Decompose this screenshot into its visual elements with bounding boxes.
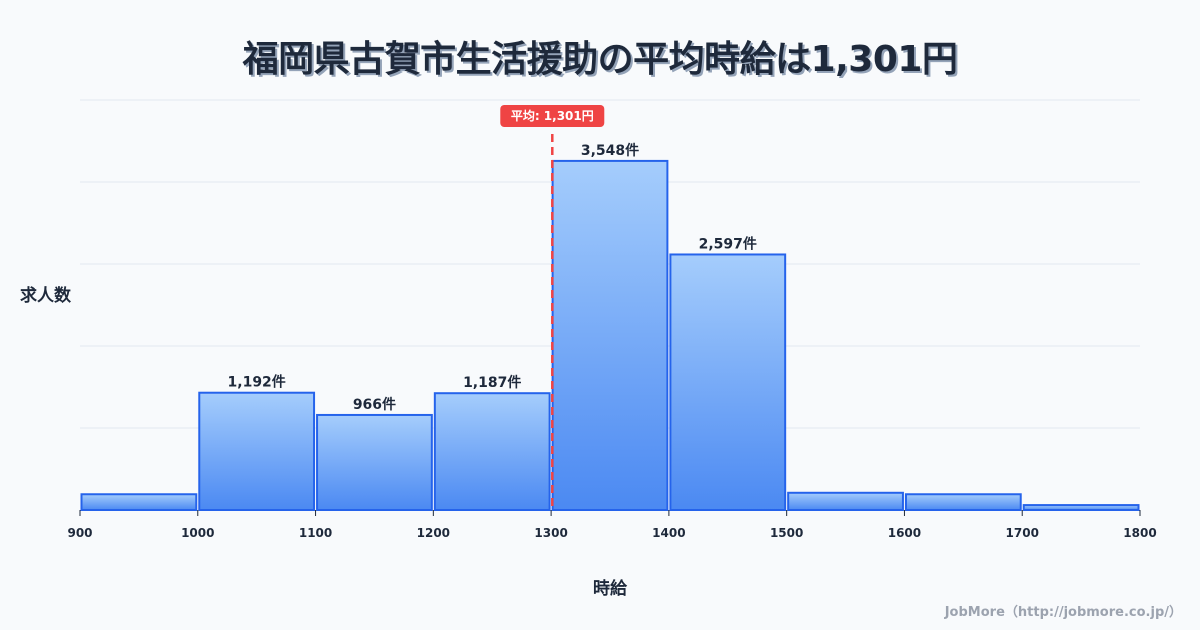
x-tick-label: 1600 [888,526,921,540]
histogram-bar [551,159,669,511]
x-tick-label: 900 [67,526,92,540]
bar-value-label: 1,192件 [228,374,286,391]
x-tick-label: 1400 [652,526,685,540]
x-axis: 900 1000 1100 1200 1300 1400 1500 1600 1700 1800 [67,510,1157,540]
x-tick-label: 1100 [299,526,332,540]
source-credit: JobMore（http://jobmore.co.jp/） [944,605,1182,620]
bar-value-label: 2,597件 [699,235,757,252]
histogram-bar [198,391,316,511]
x-tick-label: 1200 [417,526,450,540]
histogram-bar [316,413,433,512]
x-axis-label: 時給 [593,579,627,599]
histogram-bar [80,493,198,512]
x-tick-label: 1800 [1123,526,1156,540]
histogram-bar [787,491,904,511]
histogram-bar [669,253,787,511]
bar-value-label: 3,548件 [581,142,639,159]
x-tick-label: 1700 [1006,526,1039,540]
x-tick-label: 1300 [534,526,567,540]
chart-title: 福岡県古賀市生活援助の平均時給は1,301円 [242,39,958,80]
mean-label: 平均: 1,301円 [511,108,594,123]
histogram-bar [1022,504,1140,511]
x-tick-label: 1500 [770,526,803,540]
y-axis-label: 求人数 [20,286,71,306]
mean-badge [500,105,605,127]
bar-value-label: 1,187件 [463,374,521,391]
histogram-bar [904,493,1022,512]
bars: 1,192件 966件 1,187件 3,548件 2,597件 [80,142,1140,512]
x-tick-label: 1000 [181,526,214,540]
bar-value-label: 966件 [353,396,396,413]
mean-marker: 平均: 1,301円 [500,105,605,510]
histogram-bar [433,392,551,512]
